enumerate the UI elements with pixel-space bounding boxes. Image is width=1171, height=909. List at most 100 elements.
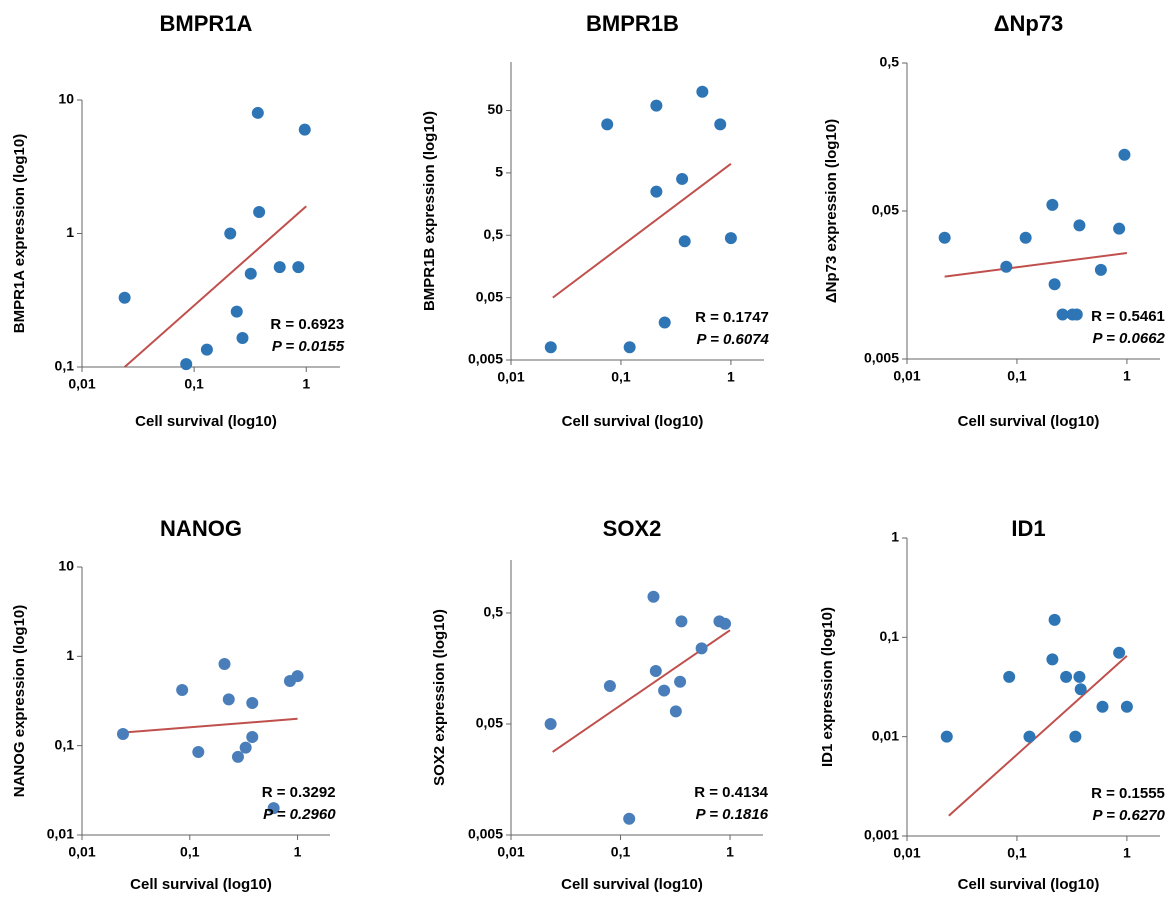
data-point [1096, 700, 1109, 713]
panel: SOX2 Cell survival (log10) SOX2 expression… [431, 516, 769, 893]
panel-title: BMPR1A [160, 11, 253, 36]
y-tick-label: 0,05 [476, 288, 503, 304]
panel: BMPR1A Cell survival (log10) BMPR1A expres… [11, 11, 345, 430]
trend-line [944, 252, 1128, 278]
y-tick-label: 0,1 [55, 736, 75, 752]
data-point [200, 343, 213, 356]
data-point [696, 85, 709, 98]
y-tick-label: 5 [495, 164, 503, 180]
data-point [1074, 683, 1087, 696]
data-point [222, 693, 235, 706]
data-point [298, 123, 311, 136]
y-axis-label: ID1 expression (log10) [819, 607, 836, 767]
data-point [253, 205, 266, 218]
data-point [603, 679, 616, 692]
y-tick-label: 50 [487, 101, 503, 117]
data-point [719, 617, 732, 630]
x-axis-label: Cell survival (log10) [135, 413, 277, 430]
data-point [246, 697, 259, 710]
x-axis-label: Cell survival (log10) [958, 876, 1100, 893]
stat-annotation: P = 0.0662 [1092, 330, 1165, 347]
x-tick-label: 0,1 [1007, 368, 1027, 384]
data-point [695, 642, 708, 655]
x-axis-label: Cell survival (log10) [562, 413, 704, 430]
y-axis-label: BMPR1A expression (log10) [11, 134, 28, 334]
data-point [658, 316, 671, 329]
x-tick-label: 0,1 [611, 369, 631, 385]
x-tick-label: 1 [294, 844, 302, 860]
data-point [1000, 260, 1013, 273]
y-tick-label: 0,005 [468, 351, 503, 367]
stat-annotation: R = 0.3292 [262, 784, 336, 801]
stat-annotation: P = 0.2960 [263, 806, 336, 823]
stat-annotation: P = 0.1816 [696, 806, 769, 823]
y-tick-label: 0,05 [872, 202, 899, 218]
panel-title: BMPR1B [586, 11, 679, 36]
x-tick-label: 1 [726, 844, 734, 860]
panel-title: ΔNp73 [994, 11, 1064, 36]
x-tick-label: 1 [1123, 845, 1131, 861]
data-point [647, 590, 660, 603]
data-point [246, 731, 259, 744]
y-axis-label: SOX2 expression (log10) [431, 609, 448, 786]
y-tick-label: 0,005 [864, 350, 899, 366]
y-axis-label: NANOG expression (log10) [11, 605, 28, 798]
data-point [224, 227, 237, 240]
data-point [676, 172, 689, 185]
panel: NANOG Cell survival (log10) NANOG expressi… [11, 516, 336, 893]
y-tick-label: 1 [66, 647, 74, 663]
data-point [623, 812, 636, 825]
y-tick-label: 1 [891, 529, 899, 545]
data-point [1003, 670, 1016, 683]
y-tick-label: 0,5 [880, 54, 900, 70]
data-point [544, 717, 557, 730]
y-axis-label: BMPR1B expression (log10) [421, 111, 438, 311]
data-point [244, 267, 257, 280]
x-tick-label: 0,01 [893, 368, 920, 384]
data-point [724, 232, 737, 245]
y-tick-label: 0,05 [476, 715, 503, 731]
y-tick-label: 0,1 [880, 628, 900, 644]
data-point [544, 341, 557, 354]
y-tick-label: 0,1 [55, 358, 75, 374]
panel-title: ID1 [1011, 516, 1045, 541]
data-point [650, 185, 663, 198]
data-point [1069, 730, 1082, 743]
data-point [180, 358, 193, 371]
x-axis-label: Cell survival (log10) [130, 876, 272, 893]
data-point [650, 99, 663, 112]
y-tick-label: 0,01 [872, 727, 899, 743]
y-tick-label: 10 [58, 558, 74, 574]
y-tick-label: 0,5 [484, 226, 504, 242]
data-point [239, 741, 252, 754]
stat-annotation: R = 0.1747 [695, 309, 769, 326]
data-point [1113, 646, 1126, 659]
y-tick-label: 10 [58, 91, 74, 107]
x-tick-label: 0,1 [1007, 845, 1027, 861]
stat-annotation: P = 0.0155 [272, 338, 345, 355]
data-point [940, 730, 953, 743]
data-point [176, 683, 189, 696]
data-point [267, 802, 280, 815]
x-axis-label: Cell survival (log10) [958, 413, 1100, 430]
data-point [1073, 219, 1086, 232]
data-point [231, 750, 244, 763]
stat-annotation: R = 0.1555 [1091, 785, 1165, 802]
panel-title: NANOG [160, 516, 242, 541]
data-point [1046, 198, 1059, 211]
data-point [218, 658, 231, 671]
data-point [1046, 653, 1059, 666]
data-point [601, 118, 614, 131]
stat-annotation: P = 0.6074 [696, 331, 769, 348]
data-point [1048, 278, 1061, 291]
x-tick-label: 1 [1123, 368, 1131, 384]
x-tick-label: 1 [727, 369, 735, 385]
data-point [1118, 148, 1131, 161]
data-point [1070, 308, 1083, 321]
data-point [1113, 222, 1126, 235]
y-tick-label: 0,01 [47, 826, 74, 842]
data-point [669, 705, 682, 718]
trend-line [122, 717, 298, 734]
data-point [675, 615, 688, 628]
